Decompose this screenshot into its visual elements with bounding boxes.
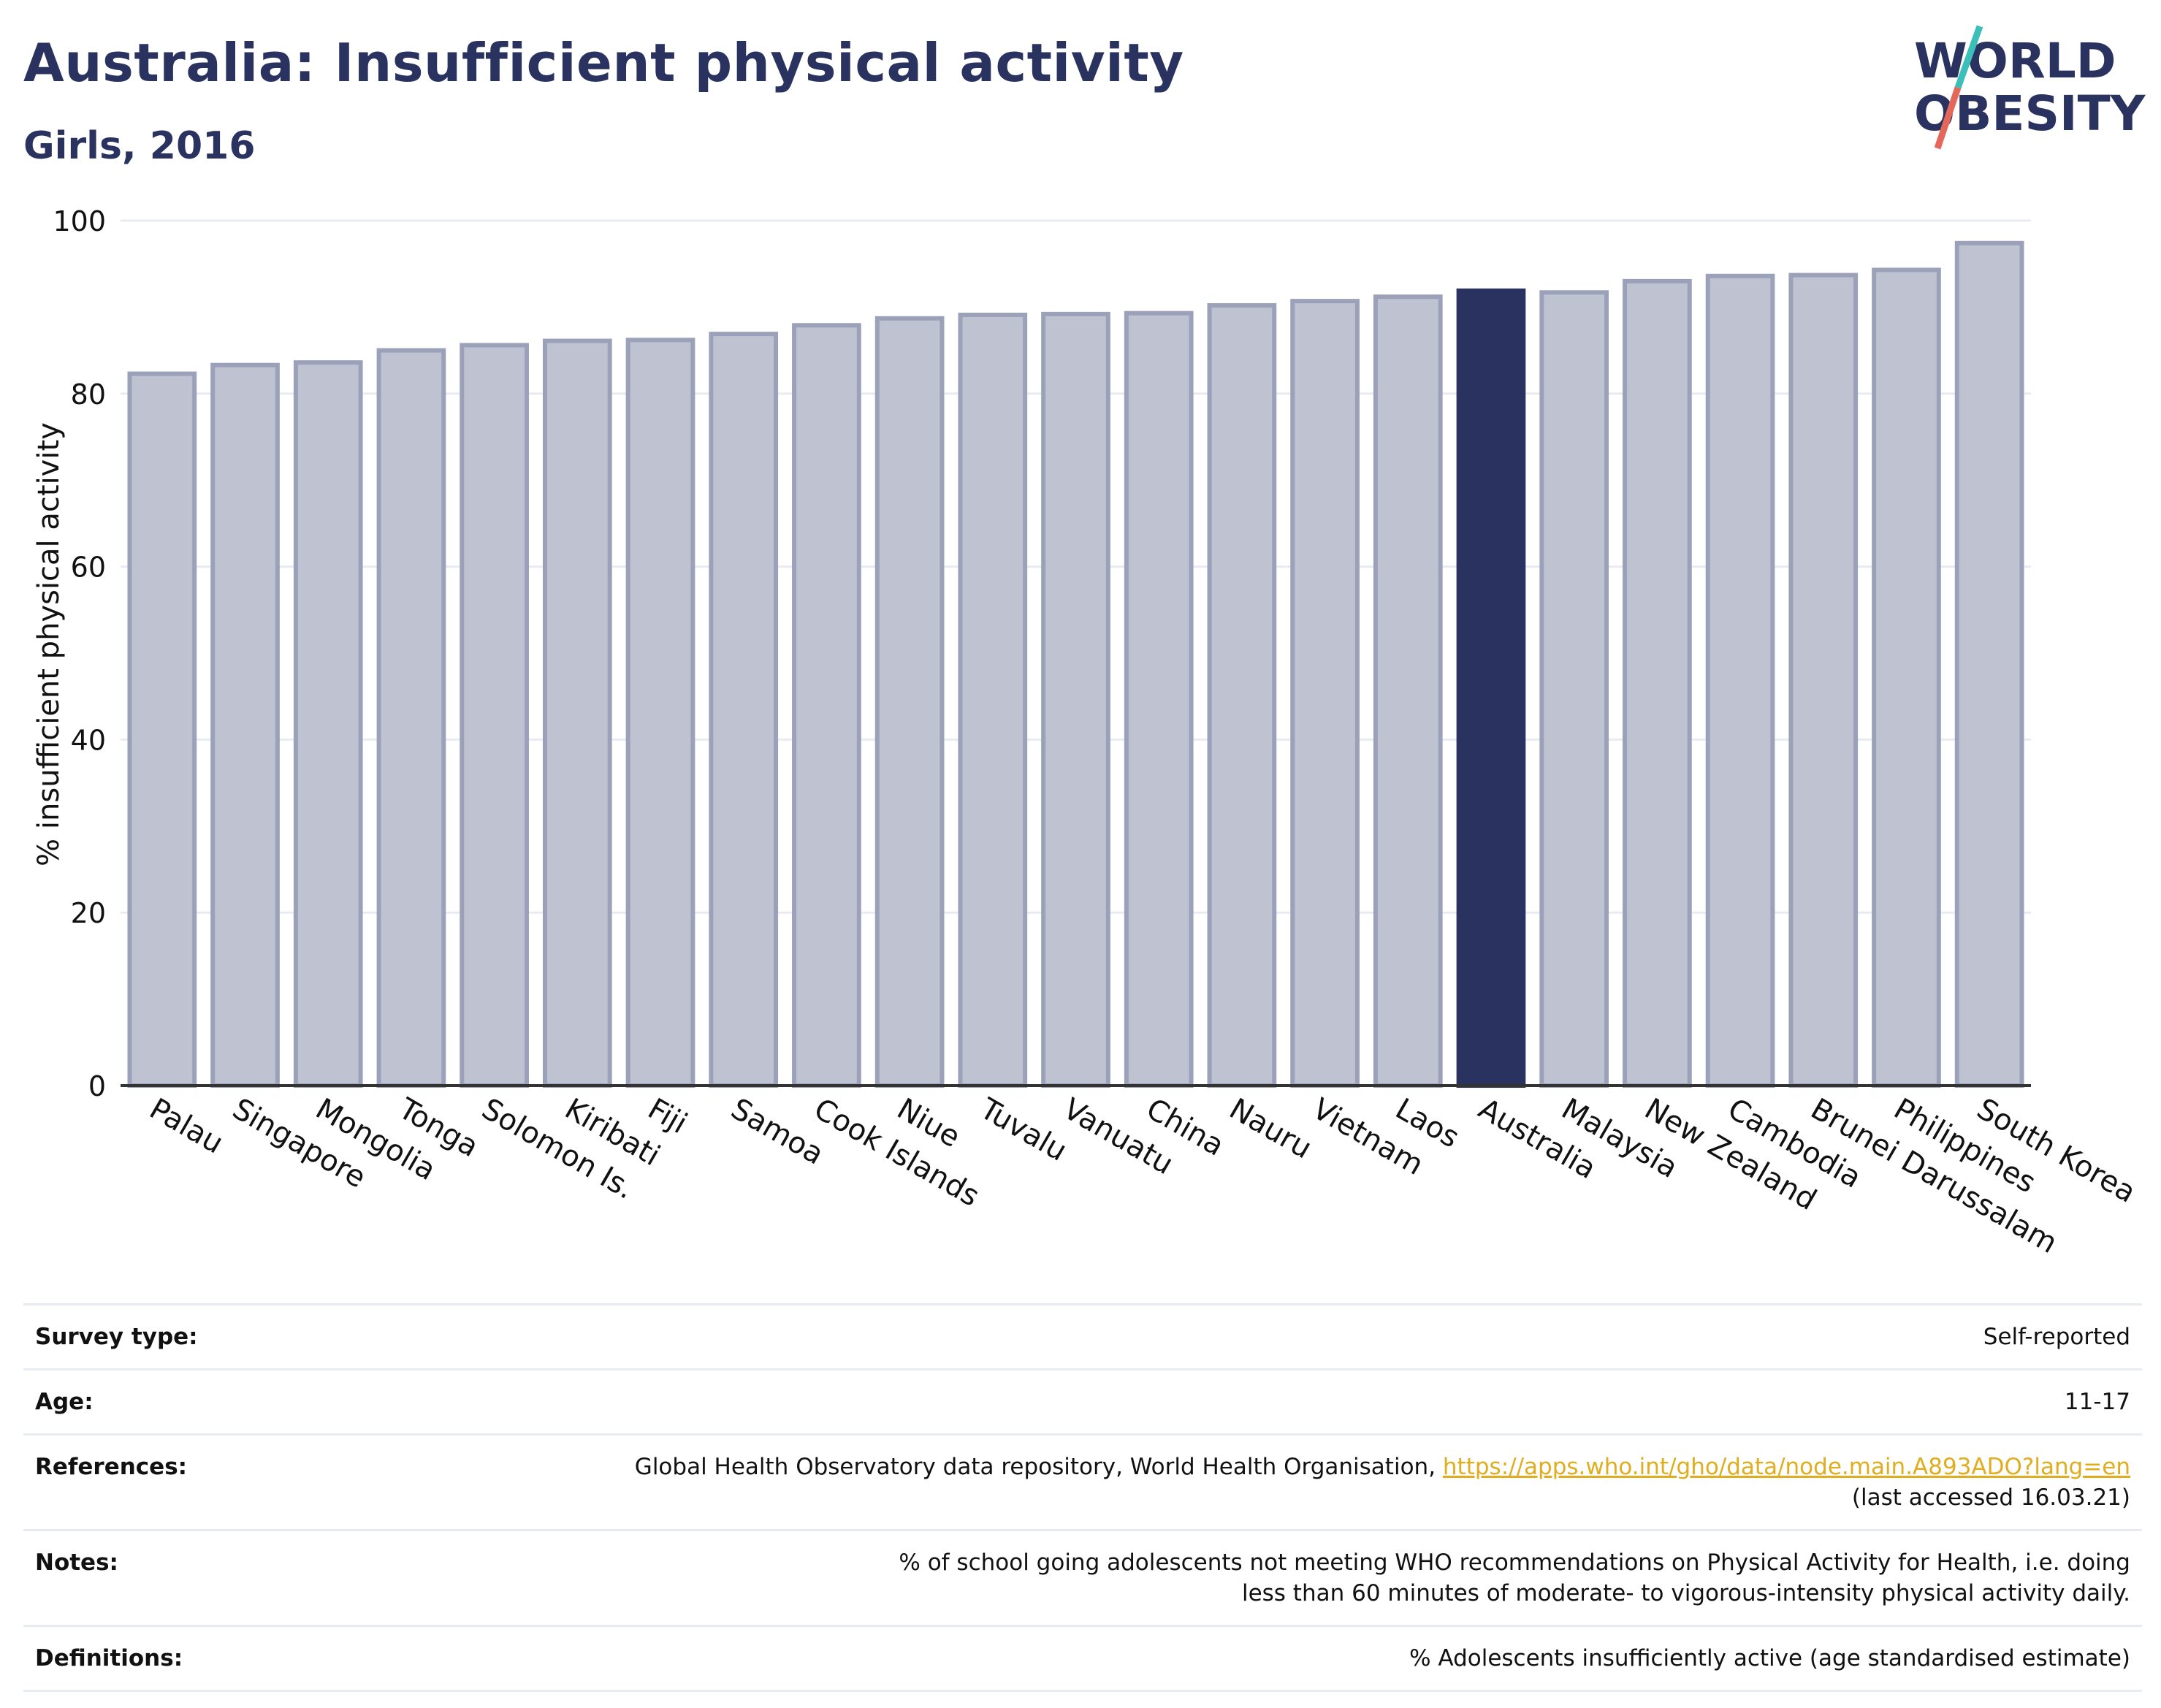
y-tick-label: 20: [71, 897, 106, 929]
y-tick-label: 40: [71, 724, 106, 756]
info-label: Age:: [35, 1389, 94, 1415]
info-row-references: References: Global Health Observatory da…: [23, 1433, 2142, 1529]
info-row-age: Age: 11-17: [23, 1368, 2142, 1433]
logo-slash-bottom: [1934, 86, 1962, 150]
bar-cook-islands: [792, 323, 861, 1088]
info-label: Survey type:: [35, 1324, 198, 1350]
bar-cambodia: [1705, 273, 1775, 1088]
bar-kiribati: [542, 338, 612, 1089]
y-tick-labels: 0 20 40 60 80 100: [53, 205, 106, 1102]
bar-china: [1124, 310, 1194, 1089]
logo-slash-top: [1954, 25, 1983, 89]
info-label: References:: [35, 1454, 188, 1480]
world-obesity-logo: WORLD OBESITY: [1914, 25, 2146, 150]
x-tick-label: Fiji: [642, 1092, 693, 1141]
bar-tonga: [376, 348, 446, 1089]
bar-mongolia: [293, 360, 363, 1088]
bar-malaysia: [1539, 290, 1609, 1089]
logo-line1: WORLD: [1914, 33, 2116, 89]
info-value: Global Health Observatory data repositor…: [342, 1452, 2130, 1513]
bars: [121, 240, 2031, 1089]
reference-accessed: (last accessed 16.03.21): [1851, 1484, 2130, 1511]
info-row-notes: Notes: % of school going adolescents not…: [23, 1529, 2142, 1625]
x-tick-label: Nauru: [1224, 1092, 1317, 1166]
bar-niue: [874, 316, 945, 1089]
bar-chart: 0 20 40 60 80 100 PalauSingaporeMongoliaTonga…: [32, 205, 2141, 1260]
info-value: % of school going adolescents not meetin…: [899, 1549, 2130, 1606]
bar-samoa: [709, 332, 779, 1088]
x-tick-label: Samoa: [725, 1092, 829, 1172]
info-row-definitions: Definitions: % Adolescents insufficientl…: [23, 1625, 2142, 1692]
bar-laos: [1373, 294, 1443, 1088]
x-tick-label: Tuvalu: [974, 1091, 1072, 1168]
info-value: Self-reported: [1983, 1324, 2130, 1350]
bar-singapore: [210, 362, 280, 1088]
x-tick-label: Palau: [144, 1092, 229, 1161]
reference-link[interactable]: https://apps.who.int/gho/data/node.main.…: [1442, 1454, 2130, 1480]
y-tick-label: 80: [71, 378, 106, 411]
y-axis-label: % insufficient physical activity: [32, 422, 66, 866]
info-row-survey: Survey type: Self-reported: [23, 1303, 2142, 1368]
bar-tuvalu: [958, 313, 1028, 1088]
info-table: Survey type: Self-reported Age: 11-17 Re…: [23, 1303, 2142, 1692]
info-value: % Adolescents insufficiently active (age…: [1409, 1645, 2130, 1671]
bar-south-korea: [1954, 240, 2024, 1088]
page-subtitle: Girls, 2016: [23, 124, 256, 168]
x-tick-label: Cook Islands: [808, 1092, 985, 1213]
bar-new-zealand: [1623, 278, 1692, 1088]
reference-text: Global Health Observatory data repositor…: [634, 1454, 1443, 1480]
bar-vanuatu: [1041, 311, 1110, 1089]
bar-nauru: [1207, 303, 1277, 1089]
page-title: Australia: Insufficient physical activit…: [23, 32, 1184, 94]
info-label: Definitions:: [35, 1645, 183, 1671]
y-tick-label: 0: [88, 1070, 106, 1102]
bar-vietnam: [1290, 299, 1360, 1088]
y-tick-label: 60: [71, 552, 106, 584]
bar-palau: [127, 371, 197, 1088]
bar-solomon-is-: [460, 343, 529, 1089]
bar-australia: [1456, 288, 1526, 1088]
info-label: Notes:: [35, 1549, 118, 1576]
y-tick-label: 100: [53, 205, 106, 237]
bar-philippines: [1872, 267, 1941, 1088]
bar-fiji: [625, 338, 695, 1088]
bar-brunei-darussalam: [1788, 272, 1859, 1088]
info-value: 11-17: [2064, 1389, 2130, 1415]
